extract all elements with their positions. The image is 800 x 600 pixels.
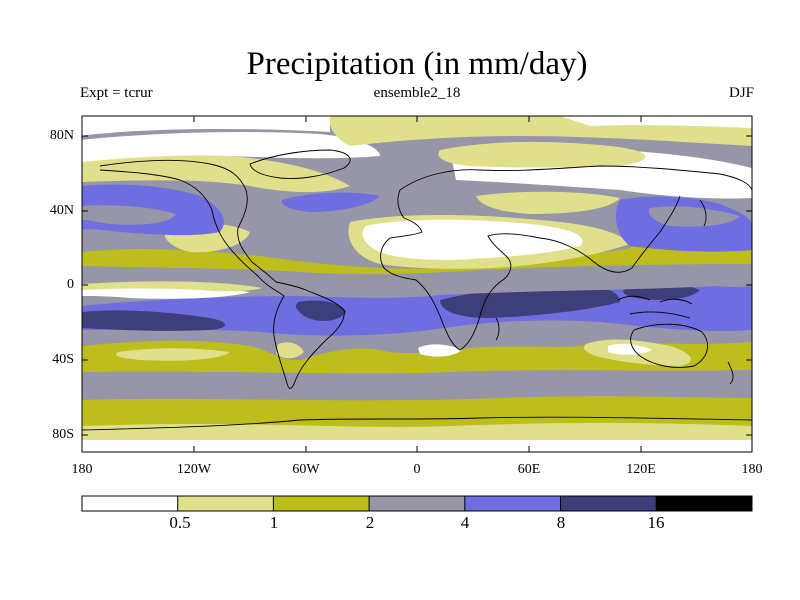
season-label: DJF [728,85,754,101]
colorbar-label: 1 [269,513,279,532]
colorbar-label: 16 [647,513,665,532]
ytick-label: 40N [49,203,74,218]
patch-kuroshio-core [648,206,740,227]
coast-new-zealand [727,361,734,385]
coastlines [82,149,752,431]
colorbar-swatch-2 [273,496,370,511]
patch-sahara-arabia-desert [362,219,583,260]
patch-eurasia-edge [438,141,646,168]
xtick-label: 60E [517,462,541,477]
coast-europe-africa-asia [380,189,681,351]
colorbar-swatch-5 [560,496,657,511]
plot-title: Precipitation (in mm/day) [246,46,588,82]
ytick-label: 80N [49,128,74,143]
patch-se-pacific-dry [116,348,230,361]
colorbar-swatch-6 [656,496,752,511]
run-label: ensemble2_18 [373,85,461,101]
patch-polar-west [82,116,330,136]
patch-arctic-north [82,132,380,162]
patch-cold-tongue-edge [82,281,262,292]
patch-south-africa-dry [418,344,462,357]
band-north-subtropics [82,230,752,275]
coast-japan [699,199,707,227]
ytick-label: 80S [52,427,74,442]
coast-americas [99,159,345,389]
colorbar-label: 8 [556,513,566,532]
xtick-label: 180 [71,462,93,477]
colorbar-label: 4 [460,513,470,532]
colorbar-swatch-1 [177,496,274,511]
coast-greenland-arctic [249,149,351,179]
colorbar [81,495,753,512]
patch-spcz-heavy [82,310,225,331]
colorbar-swatch-4 [464,496,561,511]
xtick-label: 60W [292,462,320,477]
patch-gulf-stream-core [281,192,380,212]
xtick-label: 120E [626,462,656,477]
coast-antarctica [82,416,752,431]
colorbar-outline [81,495,753,512]
ytick-label: 40S [52,352,74,367]
band-north-america-arctic [82,153,350,193]
colorbar-label: 2 [365,513,375,532]
coast-maritime-continent [617,295,693,319]
precip-field [82,116,752,452]
band-southern-ocean [82,396,752,427]
experiment-label: Expt = tcrur [80,85,153,101]
patch-amazon-heavy [296,300,346,321]
ytick-label: 0 [67,277,74,292]
coast-eurasia-north [399,165,752,191]
patch-tibet-dry [476,191,620,214]
axis-ticks [81,116,753,452]
patch-south-america-dry [276,342,304,359]
patch-polar-east [560,116,752,128]
coast-australia [630,323,709,368]
coast-madagascar [495,317,500,341]
colorbar-swatch-3 [369,496,465,511]
colorbar-border [81,495,753,512]
patch-australia-desert [608,343,652,355]
colorbar-label: 0.5 [169,513,191,532]
xtick-label: 180 [741,462,763,477]
xtick-label: 0 [413,462,421,477]
colorbar-swatch-0 [82,496,178,511]
patch-north-pacific-core [82,205,176,225]
xtick-label: 120W [176,462,212,477]
patch-indian-ocean-heavy [440,286,620,318]
band-south-gray [82,376,752,391]
